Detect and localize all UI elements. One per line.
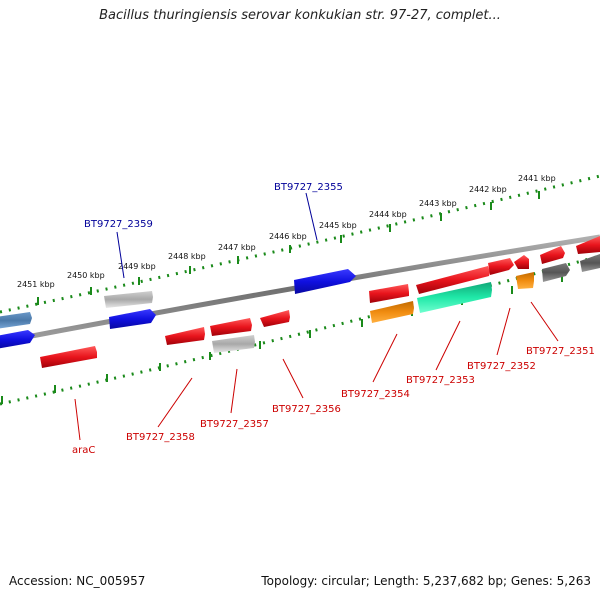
gene-teal-2353[interactable] (417, 282, 492, 313)
gene-label-2351[interactable]: BT9727_2351 (526, 346, 595, 357)
label-leaders-red (74, 301, 559, 441)
gene-blue-2359[interactable] (109, 309, 156, 329)
gene-red-2354a[interactable] (369, 284, 409, 303)
gene-blue-left[interactable] (0, 330, 35, 349)
gene-labels: BT9727_2355 BT9727_2359 araC BT9727_2358… (72, 182, 595, 456)
tick-label-2448: 2448 kbp (168, 252, 206, 261)
tick-label-2443: 2443 kbp (419, 199, 457, 208)
tick-label-2446: 2446 kbp (269, 232, 307, 241)
genes-outer-strand (0, 236, 600, 329)
scale-tick-labels: 2441 kbp 2442 kbp 2443 kbp 2444 kbp 2445… (17, 174, 556, 289)
gene-orange-2352[interactable] (516, 272, 534, 289)
accession-label: Accession: NC_005957 (9, 574, 146, 588)
genome-title: Bacillus thuringiensis serovar konkukian… (99, 8, 501, 23)
label-leaders-blue (116, 192, 318, 279)
outer-major-ticks (37, 191, 540, 305)
gene-label-2356[interactable]: BT9727_2356 (272, 404, 341, 415)
tick-label-2445: 2445 kbp (319, 221, 357, 230)
gene-red-2353a[interactable] (416, 266, 490, 294)
gene-gray-2359[interactable] (104, 291, 153, 308)
gene-label-2352[interactable]: BT9727_2352 (467, 361, 536, 372)
genome-summary: Topology: circular; Length: 5,237,682 bp… (261, 574, 591, 588)
inner-tick-track (0, 254, 600, 406)
genes-inner-strand (0, 254, 600, 368)
gene-gray-2357[interactable] (212, 335, 255, 353)
gene-red-2352a[interactable] (488, 258, 514, 275)
tick-label-2441: 2441 kbp (518, 174, 556, 183)
gene-red-2358[interactable] (165, 327, 205, 345)
gene-red-2352b[interactable] (514, 255, 529, 269)
gene-dark-right[interactable] (580, 254, 600, 272)
outer-tick-track (0, 174, 600, 314)
gene-red-2356[interactable] (260, 310, 290, 327)
gene-label-2358[interactable]: BT9727_2358 (126, 432, 195, 443)
gene-blue-2355[interactable] (294, 269, 356, 294)
gene-dark-2351[interactable] (542, 263, 570, 282)
gene-label-2359[interactable]: BT9727_2359 (84, 219, 153, 230)
gene-label-2357[interactable]: BT9727_2357 (200, 419, 269, 430)
tick-label-2449: 2449 kbp (118, 262, 156, 271)
gene-red-arac[interactable] (40, 346, 97, 368)
tick-label-2450: 2450 kbp (67, 271, 105, 280)
gene-label-2354[interactable]: BT9727_2354 (341, 389, 410, 400)
tick-label-2444: 2444 kbp (369, 210, 407, 219)
gene-label-arac[interactable]: araC (72, 445, 95, 456)
gene-red-2351a[interactable] (540, 246, 565, 264)
gene-steel-left[interactable] (0, 312, 32, 329)
gene-red-right[interactable] (576, 236, 600, 254)
gene-label-2353[interactable]: BT9727_2353 (406, 375, 475, 386)
gene-orange-2354[interactable] (370, 301, 414, 323)
gene-red-2357a[interactable] (210, 318, 252, 336)
tick-label-2447: 2447 kbp (218, 243, 256, 252)
tick-label-2451: 2451 kbp (17, 280, 55, 289)
gene-label-2355[interactable]: BT9727_2355 (274, 182, 343, 193)
tick-label-2442: 2442 kbp (469, 185, 507, 194)
